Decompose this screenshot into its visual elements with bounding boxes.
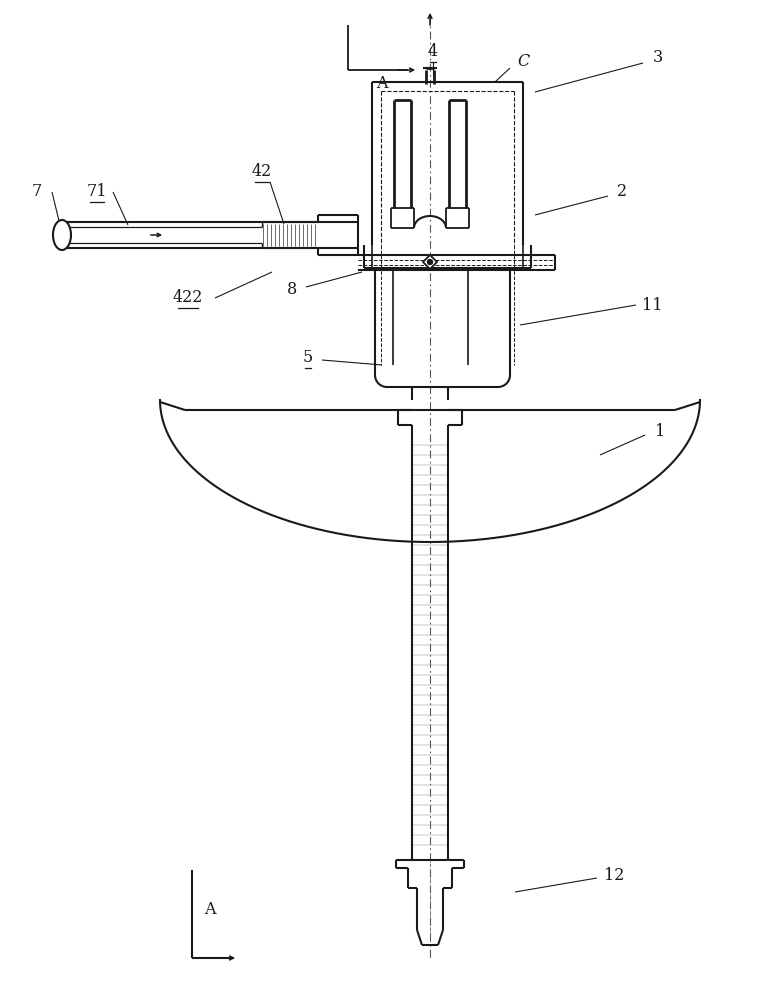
Text: 422: 422 (173, 290, 203, 306)
Text: A: A (204, 902, 216, 918)
Text: 4: 4 (428, 43, 438, 60)
Circle shape (428, 259, 432, 264)
Text: 11: 11 (642, 296, 662, 314)
Text: 7: 7 (32, 184, 42, 200)
Text: C: C (518, 53, 530, 70)
Text: 71: 71 (87, 184, 107, 200)
Text: 5: 5 (303, 350, 313, 366)
Text: 3: 3 (653, 49, 663, 66)
Text: 12: 12 (603, 867, 624, 884)
Text: 2: 2 (617, 184, 627, 200)
Text: 42: 42 (252, 163, 272, 180)
Ellipse shape (53, 220, 71, 250)
Text: 1: 1 (655, 424, 665, 440)
Text: 8: 8 (287, 282, 297, 298)
Text: A: A (376, 75, 388, 92)
Polygon shape (423, 255, 437, 269)
